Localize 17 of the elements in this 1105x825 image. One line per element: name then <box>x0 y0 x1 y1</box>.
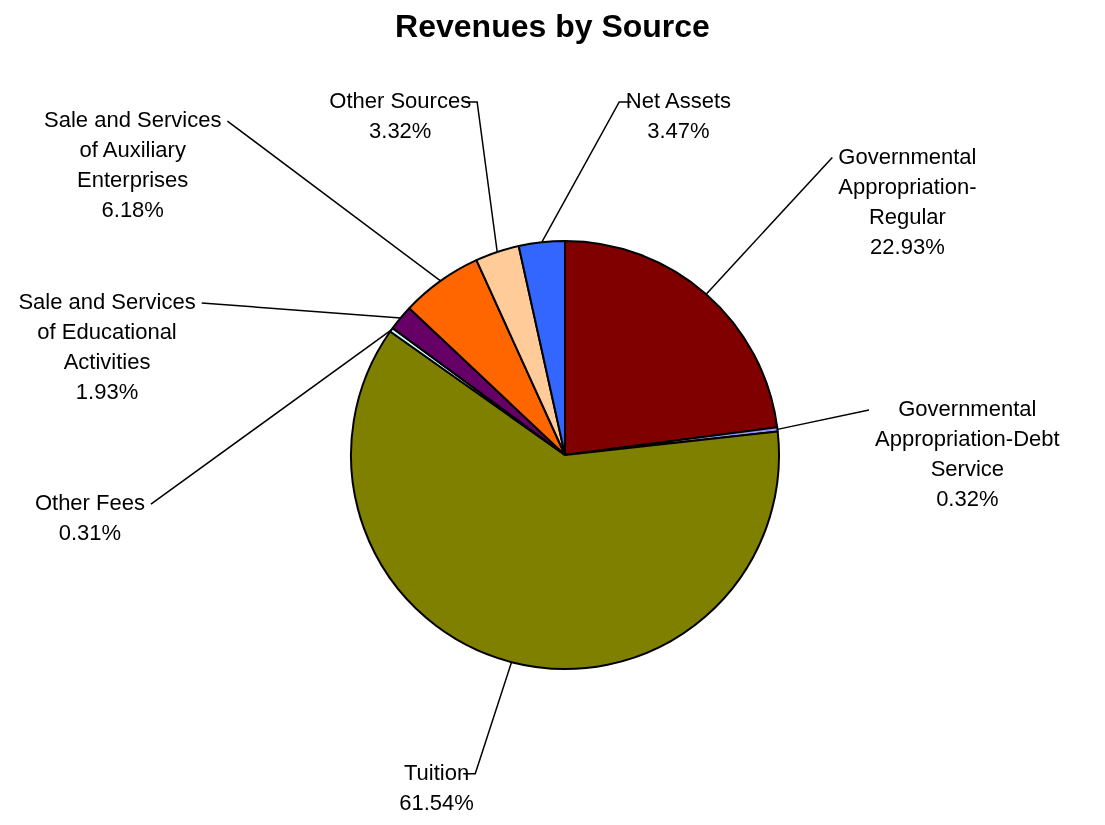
slice-label: Governmental Appropriation-Debt Service <box>874 396 1060 482</box>
data-label: 61.54% <box>399 789 474 815</box>
data-label: 0.32% <box>936 486 999 512</box>
chart-title: Revenues by Source <box>395 7 710 44</box>
slice-label: Other Fees <box>34 490 145 516</box>
slice-label: Sale and Services of Auxiliary Enterprises <box>44 107 222 193</box>
data-label: 0.31% <box>58 520 122 546</box>
data-label: 1.93% <box>75 379 139 405</box>
slice-label: Tuition <box>403 759 470 785</box>
slice-label: Other Sources <box>329 87 472 113</box>
slice-label: Sale and Services of Educational Activities <box>18 289 196 375</box>
data-label: 3.32% <box>369 117 432 143</box>
data-label: 22.93% <box>870 233 945 259</box>
slice-label: Net Assets <box>625 87 731 113</box>
data-label: 3.47% <box>647 117 710 143</box>
data-label: 6.18% <box>101 197 164 223</box>
slice-label: Governmental Appropriation-Regular <box>838 143 977 229</box>
